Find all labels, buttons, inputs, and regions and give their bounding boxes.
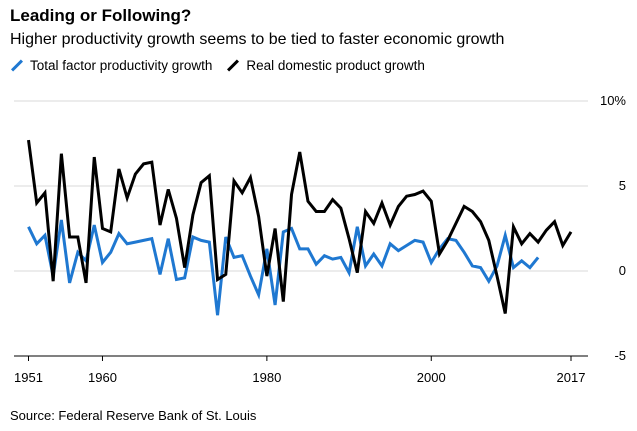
x-tick-label: 1951	[14, 370, 43, 385]
y-tick-label: 10%	[600, 93, 626, 108]
source-note: Source: Federal Reserve Bank of St. Loui…	[10, 408, 257, 423]
series-line-rdp	[27, 139, 573, 314]
legend-label-tfp: Total factor productivity growth	[30, 58, 213, 73]
series-line-tfp	[27, 219, 540, 316]
chart-subtitle: Higher productivity growth seems to be t…	[10, 31, 505, 48]
x-tick-label: 1960	[88, 370, 117, 385]
legend-label-rdp: Real domestic product growth	[246, 58, 425, 73]
y-tick-label: 0	[619, 263, 626, 278]
x-tick-label: 2017	[557, 370, 586, 385]
x-tick-label: 1980	[252, 370, 281, 385]
legend-item-rdp: Real domestic product growth	[226, 58, 425, 73]
y-tick-label: 5	[619, 178, 626, 193]
chart-title: Leading or Following?	[10, 6, 192, 25]
legend-item-tfp: Total factor productivity growth	[10, 58, 212, 73]
legend: Total factor productivity growth Real do…	[10, 58, 439, 73]
x-tick-label: 2000	[417, 370, 446, 385]
y-tick-label: -5	[614, 348, 626, 363]
